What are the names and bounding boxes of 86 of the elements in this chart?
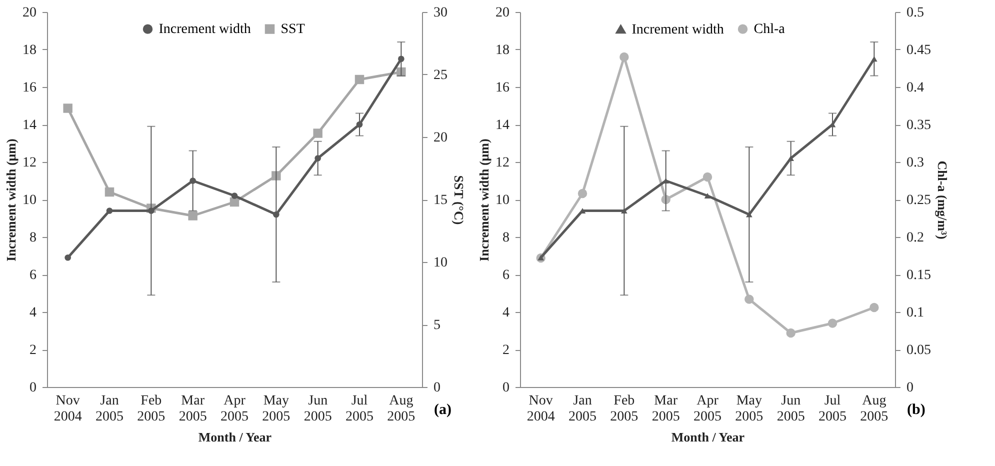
y2-axis-title: Chl-a (mg/m³): [935, 160, 950, 240]
point: [702, 172, 712, 182]
x-tick-label: Nov 2004: [54, 394, 82, 424]
x-tick-label: May 2005: [262, 394, 290, 424]
y2-tick-label: 0.15: [906, 268, 931, 283]
point: [63, 104, 72, 113]
x-tick-label: Jan 2005: [96, 394, 124, 424]
y2-tick-label: 0: [434, 380, 440, 396]
y2-tick-label: 30: [434, 6, 448, 20]
y-tick-label: 2: [502, 343, 510, 358]
y-tick-label: 14: [22, 118, 36, 133]
point: [354, 74, 364, 84]
point: [313, 128, 322, 138]
point: [744, 294, 754, 304]
x-tick-label: Aug 2005: [387, 394, 416, 424]
point: [704, 193, 711, 198]
y2-tick-label: 0.45: [906, 43, 931, 58]
y-tick-label: 0: [502, 380, 510, 396]
y-axis-title: Increment width (μm): [476, 138, 492, 262]
y2-tick-label: 0.2: [906, 230, 924, 246]
y2-tick-label: 0.05: [906, 343, 931, 358]
x-tick-label: Mar 2005: [652, 394, 680, 424]
y2-tick-label: 0.35: [906, 118, 931, 133]
y2-tick-label: 5: [434, 318, 440, 333]
point: [106, 208, 113, 214]
y-tick-label: 14: [496, 118, 510, 133]
y-tick-label: 18: [496, 43, 510, 58]
y-tick-label: 8: [30, 230, 36, 246]
y-tick-label: 6: [30, 268, 36, 283]
x-tick-label: Mar 2005: [178, 394, 207, 424]
y2-tick-label: 0: [906, 380, 914, 396]
point: [870, 302, 879, 312]
y-tick-label: 10: [496, 193, 510, 208]
y2-axis-title: SST (°C): [452, 175, 466, 225]
point: [620, 52, 629, 62]
x-tick-label: Apr 2005: [694, 394, 722, 424]
y2-tick-label: 0.1: [906, 306, 924, 320]
x-tick-label: Jul 2005: [346, 394, 374, 424]
y-tick-label: 10: [22, 193, 36, 208]
x-tick-label: Apr 2005: [220, 394, 248, 424]
x-tick-label: Jun 2005: [776, 394, 805, 424]
y-tick-label: 20: [496, 6, 510, 20]
y-tick-label: 0: [30, 380, 36, 396]
legend-label: SST: [280, 22, 306, 38]
legend-label: Increment width: [632, 22, 724, 38]
y2-tick-label: 0.25: [906, 193, 931, 208]
x-tick-label: May 2005: [735, 394, 764, 424]
y-tick-label: 2: [30, 343, 36, 358]
point: [578, 188, 588, 198]
x-tick-label: Feb 2005: [610, 394, 638, 424]
x-tick-label: Jun 2005: [304, 394, 332, 424]
legend-label: Chl-a: [754, 22, 786, 38]
y-tick-label: 16: [22, 80, 36, 96]
point: [64, 254, 71, 261]
y-tick-label: 20: [22, 6, 36, 20]
x-tick-label: Jul 2005: [818, 394, 846, 424]
point: [104, 187, 114, 197]
x-tick-label: Aug 2005: [860, 394, 888, 424]
y2-tick-label: 0.4: [906, 80, 924, 96]
y2-tick-label: 0.3: [906, 156, 924, 170]
x-axis-title: Month / Year: [671, 430, 745, 444]
point: [188, 211, 198, 220]
text: (a): [434, 402, 452, 418]
y2-tick-label: 0.5: [906, 6, 924, 20]
y2-tick-label: 10: [434, 256, 448, 270]
y-tick-label: 4: [502, 306, 510, 320]
y-tick-label: 6: [502, 268, 510, 283]
y-tick-label: 12: [22, 156, 36, 170]
y-tick-label: 8: [502, 230, 510, 246]
y2-tick-label: 20: [434, 130, 448, 146]
y2-tick-label: 25: [434, 68, 448, 83]
text: (b): [907, 402, 926, 418]
x-tick-label: Jan 2005: [568, 394, 596, 424]
x-tick-label: Nov 2004: [526, 394, 555, 424]
x-axis-title: Month / Year: [198, 430, 272, 444]
x-tick-label: Feb 2005: [137, 394, 166, 424]
y-tick-label: 12: [496, 156, 510, 170]
point: [786, 328, 796, 338]
legend-label: Increment width: [158, 22, 251, 38]
y2-tick-label: 15: [434, 193, 448, 208]
point: [828, 318, 838, 328]
y-tick-label: 4: [30, 306, 36, 320]
y-tick-label: 16: [496, 80, 510, 96]
y-tick-label: 18: [22, 43, 36, 58]
y-axis-title: Increment width (μm): [4, 138, 18, 262]
point: [231, 192, 238, 199]
